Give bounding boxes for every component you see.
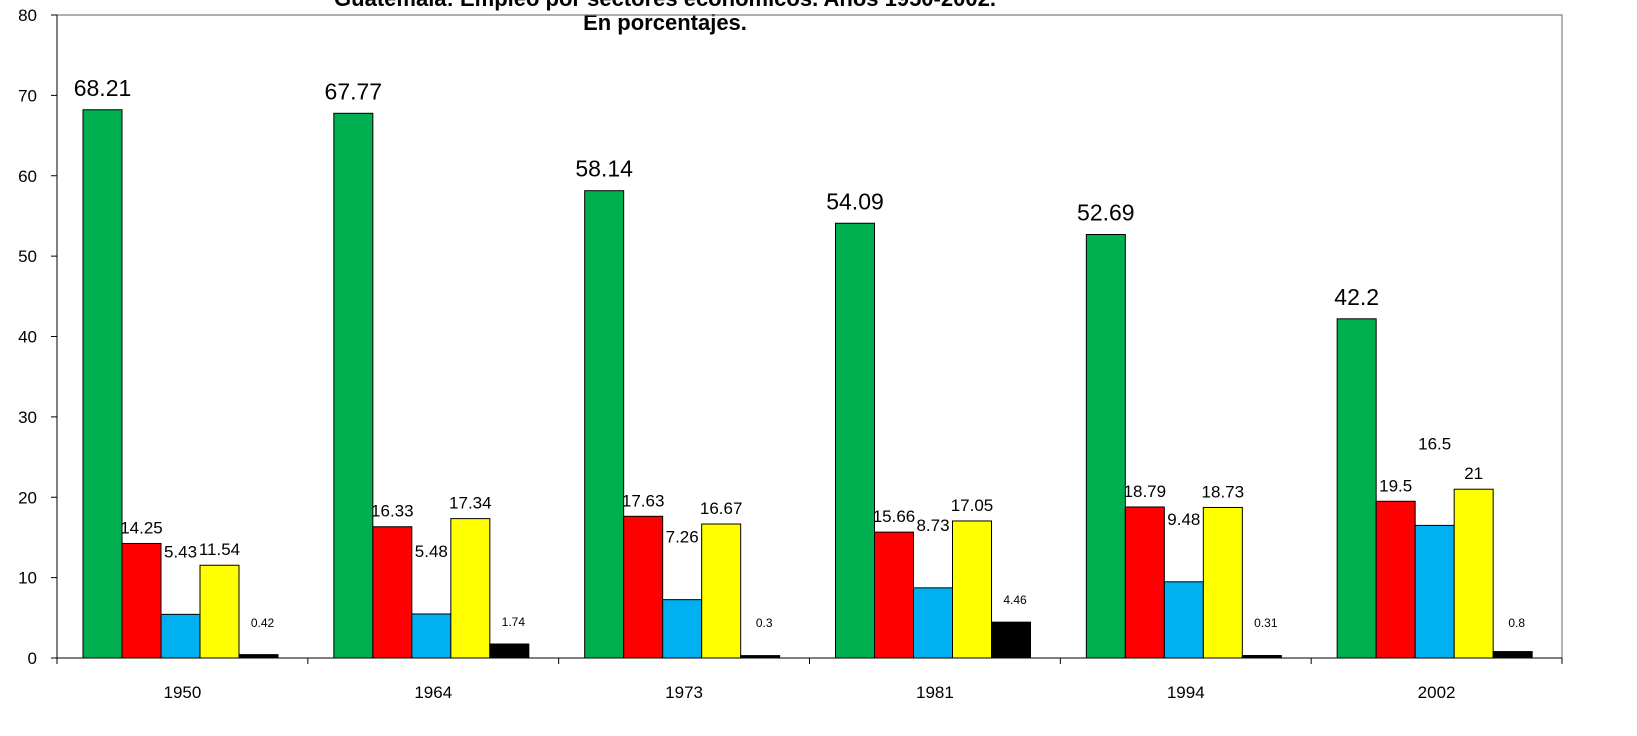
bar xyxy=(701,523,742,659)
bar xyxy=(238,654,279,659)
bar xyxy=(450,518,491,659)
data-label: 16.5 xyxy=(1418,434,1451,453)
y-tick-label: 20 xyxy=(18,488,37,507)
data-label: 42.2 xyxy=(1334,284,1379,310)
x-tick-label: 1973 xyxy=(665,683,703,702)
data-label: 17.63 xyxy=(622,491,665,510)
chart-subtitle: En porcentajes. xyxy=(583,10,747,35)
bar xyxy=(991,621,1031,659)
bar xyxy=(489,643,530,659)
data-label: 68.21 xyxy=(74,75,132,101)
data-label: 1.74 xyxy=(502,615,526,629)
data-label: 0.42 xyxy=(251,616,275,630)
y-tick-label: 40 xyxy=(18,328,37,347)
data-label: 21 xyxy=(1464,464,1483,483)
bar xyxy=(913,587,953,659)
data-label: 18.79 xyxy=(1124,482,1167,501)
bar xyxy=(1085,234,1126,659)
bar xyxy=(1241,655,1282,659)
data-label: 8.73 xyxy=(916,516,949,535)
data-label: 18.73 xyxy=(1202,482,1245,501)
chart-title: Guatemala: Empleo por sectores económico… xyxy=(0,0,1330,12)
bar xyxy=(584,190,625,659)
y-tick-label: 70 xyxy=(18,86,37,105)
data-label: 5.48 xyxy=(415,542,448,561)
bar xyxy=(333,112,374,659)
data-label: 17.34 xyxy=(449,494,492,513)
data-label: 14.25 xyxy=(120,518,163,537)
data-label: 15.66 xyxy=(873,507,916,526)
data-label: 0.31 xyxy=(1254,616,1278,630)
bar xyxy=(160,613,201,659)
data-label: 11.54 xyxy=(199,540,240,559)
data-label: 16.33 xyxy=(371,502,414,521)
x-tick-label: 1981 xyxy=(916,683,954,702)
y-tick-label: 30 xyxy=(18,408,37,427)
bar xyxy=(1375,500,1416,659)
data-label: 0.8 xyxy=(1508,616,1525,630)
bar xyxy=(835,222,875,659)
bar xyxy=(82,109,123,659)
data-label: 52.69 xyxy=(1077,200,1135,226)
x-tick-label: 2002 xyxy=(1418,683,1456,702)
data-label: 5.43 xyxy=(164,542,197,561)
bar xyxy=(372,526,413,659)
y-tick-label: 0 xyxy=(28,649,37,668)
y-tick-label: 10 xyxy=(18,569,37,588)
data-label: 58.14 xyxy=(575,156,633,182)
bar xyxy=(411,613,452,659)
data-label: 67.77 xyxy=(325,78,383,104)
data-label: 16.67 xyxy=(700,499,743,518)
bar xyxy=(199,564,240,659)
bar xyxy=(740,655,781,659)
data-label: 19.5 xyxy=(1379,476,1412,495)
data-label: 9.48 xyxy=(1167,510,1200,529)
bar xyxy=(1202,506,1243,659)
data-label: 7.26 xyxy=(666,528,699,547)
data-label: 17.05 xyxy=(951,496,994,515)
bar xyxy=(121,542,162,659)
bar xyxy=(623,515,664,659)
y-tick-label: 80 xyxy=(18,6,37,25)
plot-frame xyxy=(57,14,1563,658)
x-tick-label: 1994 xyxy=(1167,683,1205,702)
y-tick-label: 50 xyxy=(18,247,37,266)
bar xyxy=(952,520,992,659)
y-tick-label: 60 xyxy=(18,167,37,186)
bar xyxy=(1336,318,1377,659)
bar xyxy=(1492,651,1533,659)
data-label: 0.3 xyxy=(756,616,773,630)
x-tick-label: 1950 xyxy=(164,683,202,702)
data-label: 4.46 xyxy=(1003,593,1027,607)
bar xyxy=(1414,524,1455,659)
bar xyxy=(1453,488,1494,659)
data-label: 54.09 xyxy=(826,188,884,214)
x-tick-label: 1964 xyxy=(414,683,452,702)
bar xyxy=(1163,581,1204,659)
bar xyxy=(1124,506,1165,659)
bar xyxy=(874,531,914,659)
bar xyxy=(662,599,703,659)
